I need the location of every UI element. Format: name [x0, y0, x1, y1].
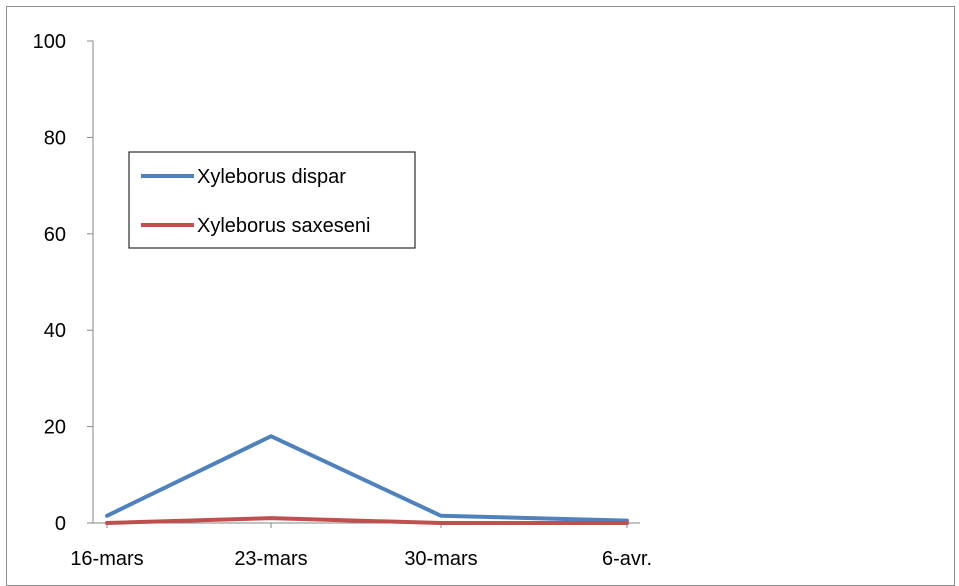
- x-tick-label: 16-mars: [70, 548, 143, 570]
- y-tick-label: 0: [55, 513, 66, 535]
- legend: Xyleborus dispar Xyleborus saxeseni: [129, 152, 415, 248]
- y-tick-label: 40: [44, 320, 66, 342]
- y-tick-label: 100: [33, 31, 66, 53]
- series-layer: [107, 436, 627, 523]
- x-axis-ticks: 16-mars 23-mars 30-mars 6-avr.: [70, 523, 652, 570]
- y-tick-label: 60: [44, 224, 66, 246]
- axes: [93, 41, 640, 523]
- y-tick-label: 20: [44, 417, 66, 439]
- y-axis-ticks: 0 20 40 60 80 100: [33, 31, 93, 535]
- legend-label: Xyleborus saxeseni: [197, 215, 370, 237]
- legend-label: Xyleborus dispar: [197, 166, 346, 188]
- series-line-0: [107, 436, 627, 520]
- y-tick-label: 80: [44, 127, 66, 149]
- x-tick-label: 23-mars: [234, 548, 307, 570]
- x-tick-label: 6-avr.: [602, 548, 652, 570]
- x-tick-label: 30-mars: [404, 548, 477, 570]
